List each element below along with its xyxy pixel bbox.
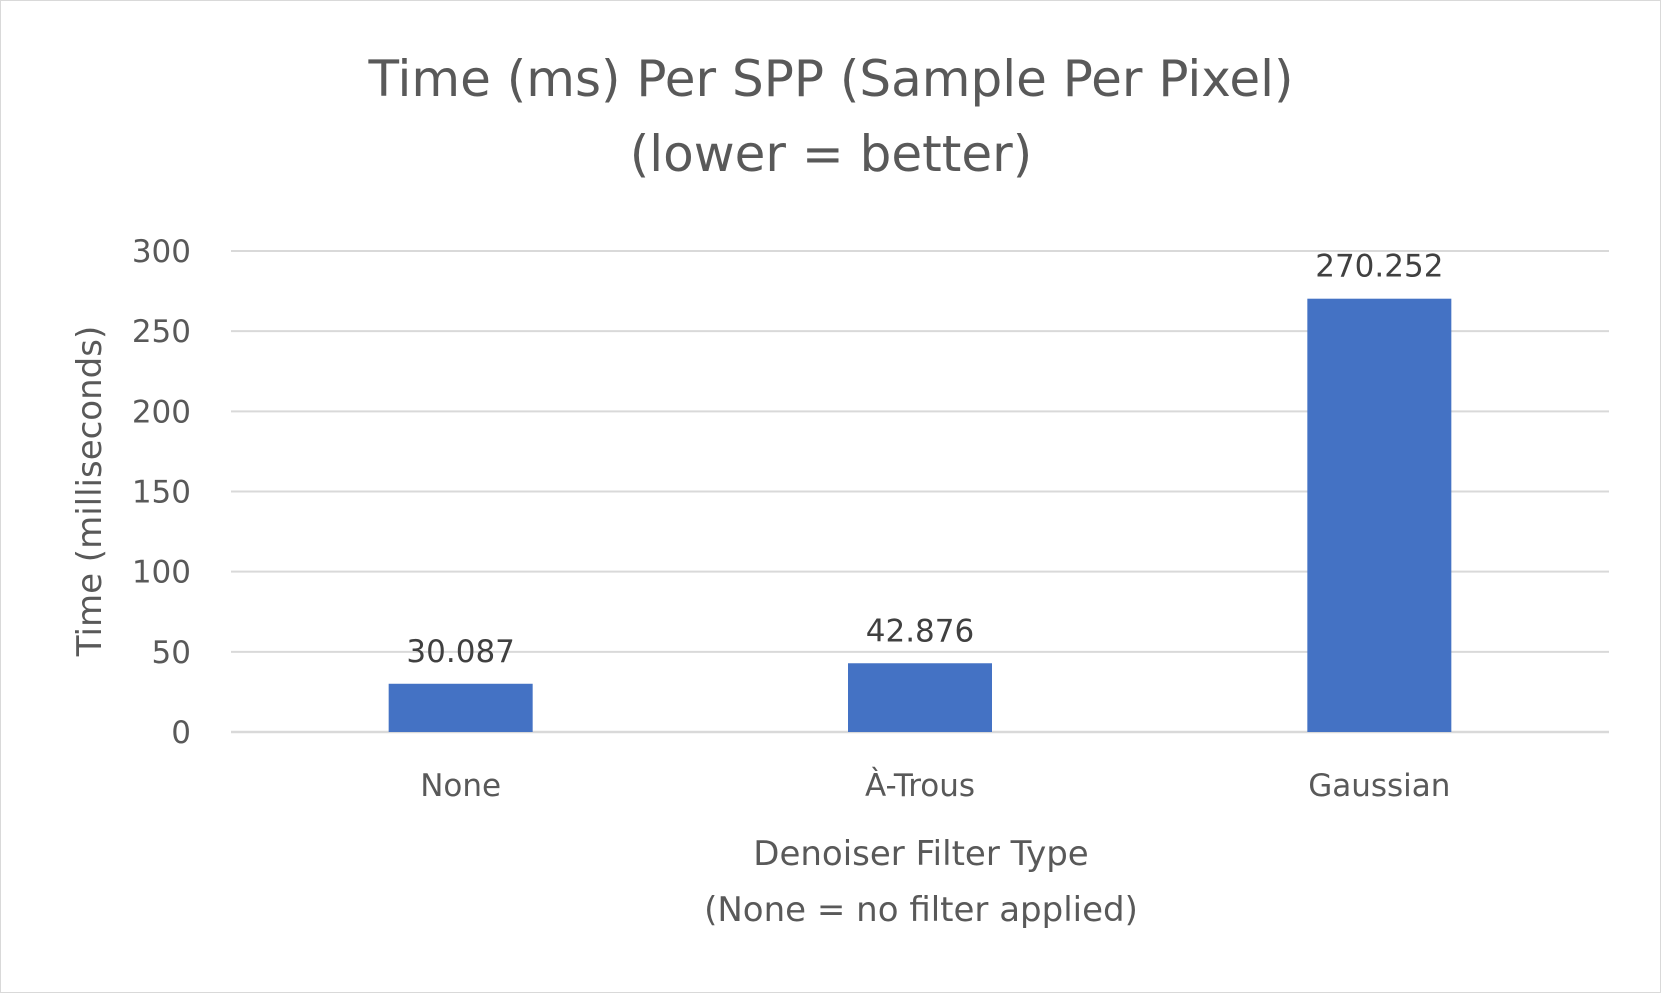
y-tick-label: 100: [132, 555, 191, 591]
y-axis-title: Time (milliseconds): [70, 326, 110, 657]
y-tick-label: 200: [132, 394, 191, 430]
bar: [848, 663, 992, 732]
bar: [1307, 298, 1452, 732]
y-tick-label: 0: [171, 715, 191, 751]
data-label: 42.876: [866, 613, 974, 649]
bar: [388, 683, 533, 732]
x-axis-title-line-1: Denoiser Filter Type: [753, 834, 1088, 874]
chart-title-line-2: (lower = better): [630, 125, 1032, 183]
y-tick-label: 250: [132, 314, 191, 350]
data-label: 270.252: [1315, 249, 1443, 285]
x-tick-label: None: [420, 768, 501, 804]
data-label: 30.087: [406, 634, 514, 670]
y-tick-label: 300: [132, 234, 191, 270]
y-tick-label: 150: [132, 475, 191, 511]
y-tick-label: 50: [152, 635, 191, 671]
y-tick-labels: 0 50 100 150 200 250 300: [132, 234, 191, 751]
bars: [388, 298, 1452, 732]
chart-title-line-1: Time (ms) Per SPP (Sample Per Pixel): [367, 50, 1293, 108]
x-axis-title-line-2: (None = no filter applied): [704, 890, 1138, 930]
x-tick-label: Gaussian: [1308, 768, 1450, 804]
x-tick-labels: None À-Trous Gaussian: [420, 768, 1450, 804]
x-tick-label: À-Trous: [865, 768, 975, 804]
data-labels: 30.087 42.876 270.252: [406, 249, 1443, 670]
